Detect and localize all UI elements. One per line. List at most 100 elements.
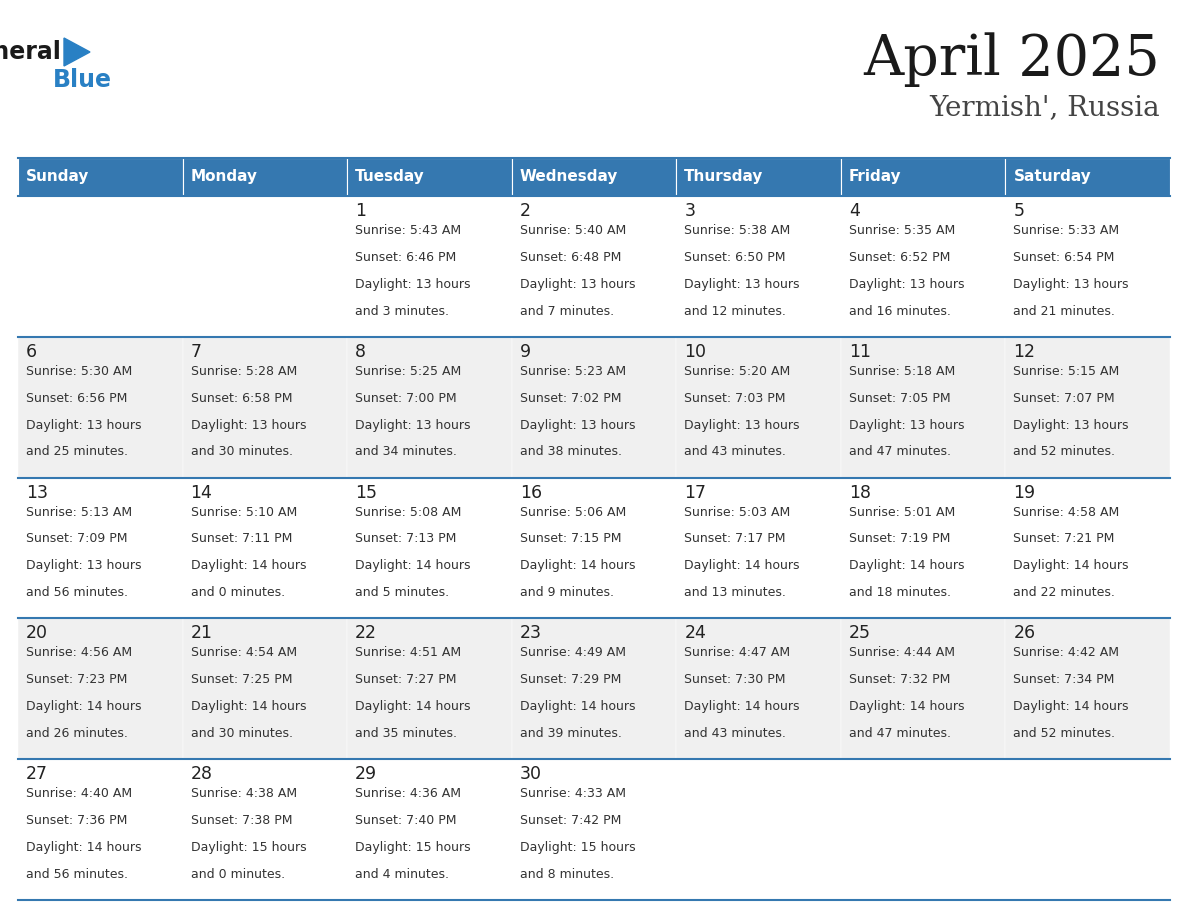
- Bar: [676, 196, 841, 337]
- Text: Sunrise: 5:20 AM: Sunrise: 5:20 AM: [684, 364, 790, 378]
- Text: Sunrise: 5:03 AM: Sunrise: 5:03 AM: [684, 506, 790, 519]
- Text: Friday: Friday: [849, 170, 902, 185]
- Text: Sunrise: 4:58 AM: Sunrise: 4:58 AM: [1013, 506, 1119, 519]
- Text: Sunset: 7:40 PM: Sunset: 7:40 PM: [355, 814, 456, 827]
- Text: Daylight: 14 hours: Daylight: 14 hours: [684, 700, 800, 713]
- Text: Sunrise: 5:15 AM: Sunrise: 5:15 AM: [1013, 364, 1119, 378]
- Text: Sunset: 7:42 PM: Sunset: 7:42 PM: [519, 814, 621, 827]
- Text: and 26 minutes.: and 26 minutes.: [26, 727, 128, 740]
- Text: Sunrise: 5:18 AM: Sunrise: 5:18 AM: [849, 364, 955, 378]
- Text: Sunset: 7:38 PM: Sunset: 7:38 PM: [190, 814, 292, 827]
- Bar: [347, 759, 512, 900]
- Text: Saturday: Saturday: [1013, 170, 1092, 185]
- Bar: [18, 759, 183, 900]
- Text: Sunrise: 5:01 AM: Sunrise: 5:01 AM: [849, 506, 955, 519]
- Bar: [1005, 158, 1170, 196]
- Text: Sunset: 7:30 PM: Sunset: 7:30 PM: [684, 673, 785, 687]
- Text: 20: 20: [26, 624, 48, 643]
- Text: and 3 minutes.: and 3 minutes.: [355, 305, 449, 318]
- Text: Sunset: 7:17 PM: Sunset: 7:17 PM: [684, 532, 785, 545]
- Text: Sunrise: 5:38 AM: Sunrise: 5:38 AM: [684, 224, 790, 237]
- Bar: [18, 196, 183, 337]
- Text: Daylight: 14 hours: Daylight: 14 hours: [684, 559, 800, 572]
- Text: Sunrise: 5:35 AM: Sunrise: 5:35 AM: [849, 224, 955, 237]
- Bar: [841, 158, 1005, 196]
- Text: Sunrise: 4:49 AM: Sunrise: 4:49 AM: [519, 646, 626, 659]
- Bar: [183, 477, 347, 619]
- Text: Sunrise: 5:10 AM: Sunrise: 5:10 AM: [190, 506, 297, 519]
- Text: and 47 minutes.: and 47 minutes.: [849, 727, 950, 740]
- Text: and 8 minutes.: and 8 minutes.: [519, 868, 614, 880]
- Bar: [347, 337, 512, 477]
- Text: Blue: Blue: [52, 68, 112, 92]
- Text: Sunset: 6:52 PM: Sunset: 6:52 PM: [849, 251, 950, 263]
- Text: Daylight: 14 hours: Daylight: 14 hours: [26, 700, 141, 713]
- Text: Sunrise: 5:43 AM: Sunrise: 5:43 AM: [355, 224, 461, 237]
- Text: and 30 minutes.: and 30 minutes.: [190, 445, 292, 458]
- Text: Sunrise: 4:42 AM: Sunrise: 4:42 AM: [1013, 646, 1119, 659]
- Text: and 0 minutes.: and 0 minutes.: [190, 868, 285, 880]
- Text: and 22 minutes.: and 22 minutes.: [1013, 587, 1116, 599]
- Text: Sunset: 6:58 PM: Sunset: 6:58 PM: [190, 392, 292, 405]
- Text: Sunset: 7:19 PM: Sunset: 7:19 PM: [849, 532, 950, 545]
- Bar: [676, 477, 841, 619]
- Text: Sunset: 7:25 PM: Sunset: 7:25 PM: [190, 673, 292, 687]
- Text: Sunset: 7:03 PM: Sunset: 7:03 PM: [684, 392, 785, 405]
- Text: Daylight: 13 hours: Daylight: 13 hours: [849, 278, 965, 291]
- Text: Daylight: 14 hours: Daylight: 14 hours: [190, 559, 307, 572]
- Text: 1: 1: [355, 202, 366, 220]
- Text: Daylight: 15 hours: Daylight: 15 hours: [519, 841, 636, 854]
- Text: Daylight: 14 hours: Daylight: 14 hours: [519, 559, 636, 572]
- Bar: [841, 759, 1005, 900]
- Text: Sunrise: 4:44 AM: Sunrise: 4:44 AM: [849, 646, 955, 659]
- Text: and 38 minutes.: and 38 minutes.: [519, 445, 621, 458]
- Text: 8: 8: [355, 342, 366, 361]
- Bar: [676, 759, 841, 900]
- Text: and 5 minutes.: and 5 minutes.: [355, 587, 449, 599]
- Bar: [183, 196, 347, 337]
- Text: 18: 18: [849, 484, 871, 501]
- Bar: [18, 619, 183, 759]
- Text: 24: 24: [684, 624, 706, 643]
- Bar: [1005, 759, 1170, 900]
- Text: Sunset: 6:50 PM: Sunset: 6:50 PM: [684, 251, 785, 263]
- Text: 22: 22: [355, 624, 377, 643]
- Polygon shape: [64, 38, 90, 66]
- Bar: [347, 619, 512, 759]
- Text: and 18 minutes.: and 18 minutes.: [849, 587, 950, 599]
- Bar: [1005, 619, 1170, 759]
- Bar: [183, 759, 347, 900]
- Text: and 13 minutes.: and 13 minutes.: [684, 587, 786, 599]
- Text: and 21 minutes.: and 21 minutes.: [1013, 305, 1116, 318]
- Text: Daylight: 13 hours: Daylight: 13 hours: [684, 419, 800, 431]
- Text: Daylight: 13 hours: Daylight: 13 hours: [684, 278, 800, 291]
- Bar: [676, 619, 841, 759]
- Bar: [512, 619, 676, 759]
- Text: Sunset: 7:07 PM: Sunset: 7:07 PM: [1013, 392, 1116, 405]
- Text: Wednesday: Wednesday: [519, 170, 618, 185]
- Bar: [841, 337, 1005, 477]
- Text: Daylight: 14 hours: Daylight: 14 hours: [849, 559, 965, 572]
- Text: 25: 25: [849, 624, 871, 643]
- Bar: [347, 158, 512, 196]
- Text: General: General: [0, 40, 62, 64]
- Text: Sunset: 7:32 PM: Sunset: 7:32 PM: [849, 673, 950, 687]
- Text: Daylight: 14 hours: Daylight: 14 hours: [1013, 559, 1129, 572]
- Text: Sunrise: 5:40 AM: Sunrise: 5:40 AM: [519, 224, 626, 237]
- Text: Sunset: 7:13 PM: Sunset: 7:13 PM: [355, 532, 456, 545]
- Text: Sunrise: 5:33 AM: Sunrise: 5:33 AM: [1013, 224, 1119, 237]
- Text: Daylight: 15 hours: Daylight: 15 hours: [190, 841, 307, 854]
- Text: Sunrise: 5:30 AM: Sunrise: 5:30 AM: [26, 364, 132, 378]
- Text: 9: 9: [519, 342, 531, 361]
- Text: Daylight: 14 hours: Daylight: 14 hours: [1013, 700, 1129, 713]
- Text: Monday: Monday: [190, 170, 258, 185]
- Text: Sunset: 6:54 PM: Sunset: 6:54 PM: [1013, 251, 1114, 263]
- Text: 5: 5: [1013, 202, 1024, 220]
- Text: Sunset: 7:11 PM: Sunset: 7:11 PM: [190, 532, 292, 545]
- Text: Daylight: 14 hours: Daylight: 14 hours: [849, 700, 965, 713]
- Text: 12: 12: [1013, 342, 1036, 361]
- Text: 10: 10: [684, 342, 707, 361]
- Text: Sunset: 7:05 PM: Sunset: 7:05 PM: [849, 392, 950, 405]
- Text: Sunset: 7:00 PM: Sunset: 7:00 PM: [355, 392, 456, 405]
- Text: 6: 6: [26, 342, 37, 361]
